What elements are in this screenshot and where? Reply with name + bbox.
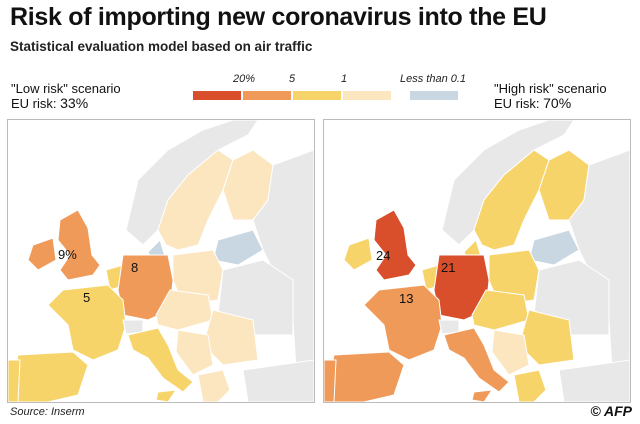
region-portugal	[8, 359, 21, 402]
high-map-value-uk: 24	[376, 248, 391, 263]
low-risk-scenario: "Low risk" scenario EU risk: 33%	[11, 81, 121, 111]
low-map-value-france: 5	[83, 290, 91, 305]
high-risk-map-svg	[324, 120, 630, 402]
high-risk-map: 24 21 13	[323, 119, 631, 403]
region-greece	[197, 369, 231, 402]
source-note: Source: Inserm	[10, 406, 85, 418]
chart-title: Risk of importing new coronavirus into t…	[10, 3, 547, 31]
region-italy	[127, 327, 194, 393]
region-france	[363, 284, 443, 361]
legend-label-20: 20%	[233, 73, 256, 85]
low-risk-scenario-label: "Low risk" scenario	[11, 81, 121, 96]
legend-swatch-1	[243, 91, 291, 100]
region-ireland	[27, 237, 57, 271]
region-greece	[513, 369, 547, 402]
region-spain	[328, 351, 405, 402]
legend-swatch-0	[193, 91, 241, 100]
high-risk-eu-risk: EU risk: 70%	[494, 95, 607, 112]
region-turkey	[558, 359, 630, 402]
legend-swatch-4	[410, 91, 458, 100]
region-france	[47, 284, 127, 361]
low-map-value-uk: 9%	[58, 247, 77, 262]
high-risk-prefix: EU risk:	[494, 96, 544, 111]
region-turkey	[242, 359, 314, 402]
low-risk-eu-risk: EU risk: 33%	[11, 95, 121, 112]
legend-label-less: Less than 0.1	[400, 73, 467, 85]
legend-label-1: 1	[341, 73, 348, 85]
low-map-value-germany: 8	[131, 260, 139, 275]
region-uk	[373, 209, 417, 281]
high-map-value-france: 13	[399, 291, 414, 306]
low-risk-map-svg	[8, 120, 314, 402]
low-risk-map: 9% 8 5	[7, 119, 315, 403]
region-balkans-west	[175, 329, 214, 376]
high-risk-value: 70%	[543, 95, 572, 111]
region-portugal	[324, 359, 337, 402]
legend-swatch-2	[293, 91, 341, 100]
legend-label-5: 5	[289, 73, 296, 85]
high-map-value-germany: 21	[441, 260, 456, 275]
region-spain	[12, 351, 89, 402]
high-risk-scenario: "High risk" scenario EU risk: 70%	[494, 81, 607, 111]
low-risk-value: 33%	[60, 95, 89, 111]
low-risk-prefix: EU risk:	[11, 96, 61, 111]
region-sicily	[471, 389, 494, 402]
chart-subtitle: Statistical evaluation model based on ai…	[10, 39, 313, 54]
region-ireland	[343, 237, 373, 271]
region-uk	[57, 209, 101, 281]
afp-credit: © AFP	[590, 403, 632, 419]
high-risk-scenario-label: "High risk" scenario	[494, 81, 607, 96]
region-italy	[443, 327, 510, 393]
region-sicily	[155, 389, 178, 402]
legend-swatch-3	[343, 91, 391, 100]
region-balkans-west	[491, 329, 530, 376]
